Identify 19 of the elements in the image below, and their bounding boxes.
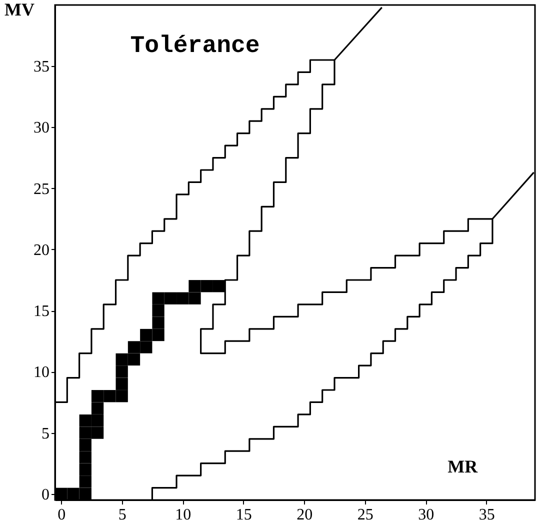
y-axis-title: MV xyxy=(4,0,34,20)
x-tick-label: 35 xyxy=(478,506,495,524)
y-tick-label: 0 xyxy=(42,486,50,504)
y-tick-label: 25 xyxy=(34,180,50,198)
x-tick-label: 30 xyxy=(418,506,434,524)
x-axis-title: MR xyxy=(448,456,479,476)
y-tick-label: 10 xyxy=(34,364,50,382)
x-tick-label: 20 xyxy=(296,506,313,524)
y-tick-label: 20 xyxy=(34,242,50,259)
y-tick-label: 30 xyxy=(34,120,50,137)
x-tick-label: 25 xyxy=(357,506,374,524)
y-tick-label: 35 xyxy=(34,58,50,76)
x-tick-label: 15 xyxy=(236,506,252,524)
x-tick-label: 0 xyxy=(58,506,66,524)
annotation: Tolérance xyxy=(130,33,260,60)
y-tick-label: 5 xyxy=(42,425,50,442)
x-tick-label: 5 xyxy=(118,506,126,524)
x-tick-label: 10 xyxy=(175,506,192,524)
y-tick-label: 15 xyxy=(34,303,50,320)
